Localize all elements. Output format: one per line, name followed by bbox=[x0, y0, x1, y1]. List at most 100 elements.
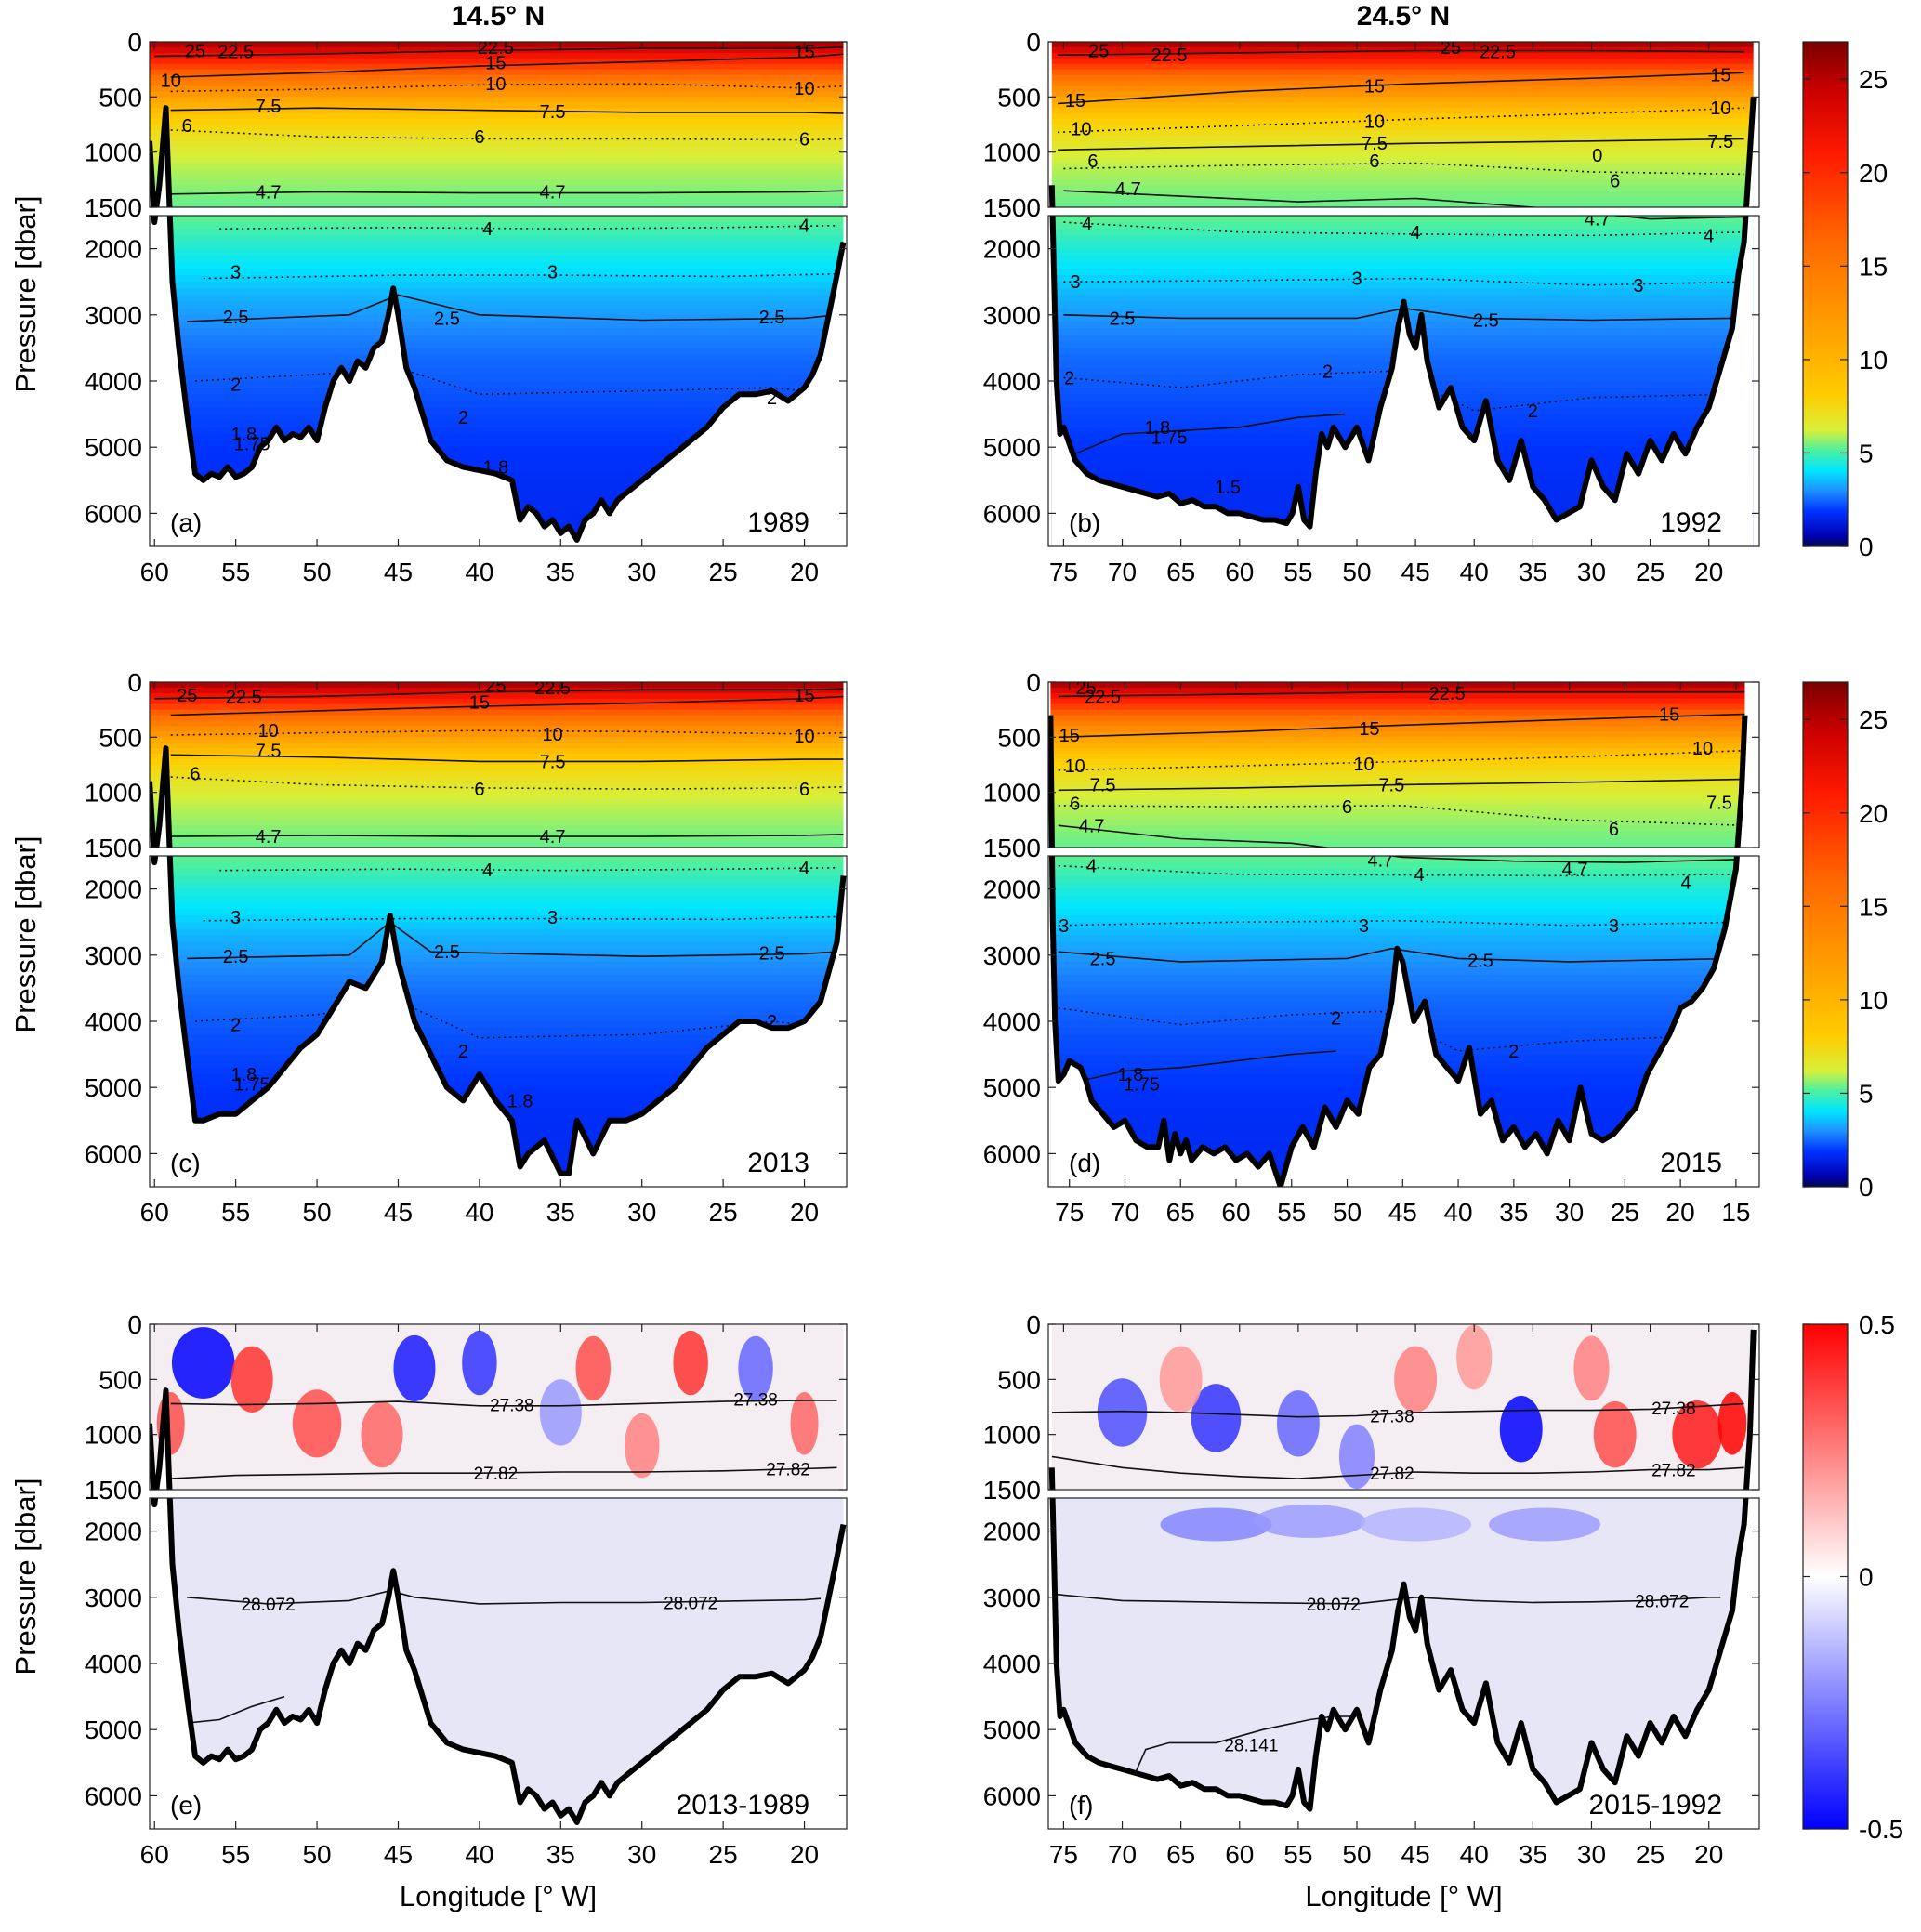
xtick-label: 50 bbox=[1333, 1198, 1362, 1227]
contour-label: 4 bbox=[1082, 215, 1092, 235]
xtick-label: 25 bbox=[709, 558, 738, 586]
xtick-label: 35 bbox=[546, 558, 575, 586]
isoline-27.38 bbox=[170, 1400, 837, 1407]
ytick-label: 2000 bbox=[85, 235, 142, 264]
contour-label: 3 bbox=[1359, 916, 1369, 937]
isoline-4 bbox=[1063, 221, 1744, 237]
contour-label: 2 bbox=[1064, 368, 1074, 388]
contour-label: 15 bbox=[794, 43, 814, 63]
ytick-label: 2000 bbox=[85, 875, 142, 904]
contour-label: 10 bbox=[794, 79, 814, 99]
contour-label: 27.38 bbox=[1370, 1407, 1414, 1426]
xtick-label: 45 bbox=[1401, 1840, 1430, 1869]
anomaly-patch bbox=[393, 1334, 436, 1402]
ytick-label: 1500 bbox=[983, 1476, 1041, 1505]
anomaly-patch bbox=[230, 1346, 273, 1413]
ytick-label: 500 bbox=[99, 1365, 142, 1394]
anomaly-patch bbox=[1456, 1324, 1493, 1390]
ytick-label: 4000 bbox=[983, 367, 1041, 396]
ytick-label: 1000 bbox=[983, 1421, 1041, 1450]
xtick-label: 70 bbox=[1108, 1840, 1137, 1869]
contour-label: 27.82 bbox=[474, 1465, 519, 1484]
xtick-label: 75 bbox=[1055, 1198, 1084, 1227]
ytick-label: 1500 bbox=[983, 193, 1041, 222]
y-axis-label: Pressure [dbar] bbox=[9, 196, 42, 393]
colorbar-1: 0 5 10 15 20 25 bbox=[1802, 41, 1888, 561]
colorbar-tick-label: 25 bbox=[1859, 65, 1888, 94]
contour-label: 4 bbox=[482, 861, 493, 881]
contour-label: 7.5 bbox=[1090, 775, 1116, 795]
isoline-28.072 bbox=[187, 1589, 822, 1605]
isoline-1.8 bbox=[1074, 413, 1346, 455]
contour-label: 6 bbox=[182, 116, 192, 137]
ytick-label: 5000 bbox=[85, 1715, 142, 1744]
colorbar-tick-label: 10 bbox=[1859, 986, 1888, 1015]
xtick-label: 30 bbox=[627, 1840, 656, 1869]
colorbar-bar bbox=[1802, 681, 1849, 1188]
ytick-label: 3000 bbox=[983, 941, 1041, 970]
contour-label: 7.5 bbox=[1706, 793, 1732, 813]
field-lo: 28.072 28.072 28.141 bbox=[1048, 1498, 1759, 1829]
contour-label: 1.8 bbox=[1118, 1065, 1144, 1085]
isoline-4.7 bbox=[170, 190, 846, 195]
margin-mask bbox=[1048, 42, 1052, 207]
contour-label: 25 bbox=[1441, 38, 1461, 59]
colorbar-tick-label: 0 bbox=[1859, 1173, 1874, 1202]
seafloor-mask bbox=[150, 216, 844, 546]
isoline-3 bbox=[203, 272, 837, 280]
isoline-7.5 bbox=[1058, 138, 1744, 151]
anomaly-patch bbox=[1338, 1424, 1375, 1490]
contour-label: 25 bbox=[177, 686, 197, 706]
year-label: 1992 bbox=[1660, 507, 1722, 538]
anomaly-patch bbox=[1488, 1507, 1600, 1542]
xtick-label: 65 bbox=[1166, 558, 1195, 586]
contour-label: 1.8 bbox=[1144, 418, 1170, 439]
xtick-label: 60 bbox=[140, 1198, 169, 1227]
contour-label: 4.7 bbox=[1585, 210, 1611, 230]
xtick-label: 20 bbox=[1666, 1198, 1695, 1227]
anomaly-patch bbox=[1672, 1400, 1722, 1469]
ytick-label: 1000 bbox=[85, 138, 142, 167]
isoline-27.82 bbox=[1051, 1455, 1744, 1479]
ytick-label: 2000 bbox=[983, 875, 1041, 904]
contour-label: 2 bbox=[767, 1012, 777, 1032]
anomaly-patch bbox=[1360, 1507, 1472, 1542]
contour-label: 10 bbox=[1353, 755, 1374, 775]
colorbar-tick-label: 20 bbox=[1859, 159, 1888, 188]
margin-mask bbox=[843, 682, 847, 848]
margin-mask bbox=[1753, 42, 1759, 207]
contour-label: 3 bbox=[1059, 916, 1069, 937]
isoline-15 bbox=[1058, 72, 1744, 105]
contour-label: 2 bbox=[1331, 1008, 1341, 1029]
contour-label: 4 bbox=[799, 217, 809, 237]
ytick-label: 1500 bbox=[85, 834, 142, 862]
xtick-label: 55 bbox=[221, 558, 250, 586]
contour-label: 28.072 bbox=[664, 1594, 717, 1613]
ytick-label: 5000 bbox=[983, 433, 1041, 462]
xtick-label: 70 bbox=[1108, 558, 1137, 586]
contour-label: 3 bbox=[1351, 269, 1362, 290]
colorbar-tick-label: 0.5 bbox=[1859, 1310, 1895, 1339]
xtick-label: 45 bbox=[384, 558, 413, 586]
xtick-label: 70 bbox=[1111, 1198, 1139, 1227]
contour-label: 1.8 bbox=[230, 425, 257, 445]
contour-label: 4.7 bbox=[256, 827, 282, 848]
isoline-6 bbox=[1058, 805, 1747, 827]
isoline-27.38 bbox=[1051, 1402, 1744, 1418]
ytick-label: 500 bbox=[997, 723, 1041, 752]
colorbar-tick-label: 10 bbox=[1859, 346, 1888, 375]
ytick-label: 3000 bbox=[85, 1584, 142, 1612]
contour-label: 6 bbox=[474, 780, 484, 800]
contour-label: 7.5 bbox=[1707, 132, 1733, 152]
contour-label: 7.5 bbox=[540, 102, 566, 123]
xtick-label: 50 bbox=[302, 1198, 331, 1227]
ytick-label: 6000 bbox=[983, 499, 1041, 528]
colorbar-bar bbox=[1802, 41, 1849, 547]
ytick-label: 0 bbox=[1026, 668, 1041, 697]
contour-label: 10 bbox=[161, 72, 181, 92]
ytick-label: 1500 bbox=[85, 1476, 142, 1505]
xtick-label: 65 bbox=[1166, 1198, 1195, 1227]
contour-label: 2 bbox=[1528, 401, 1538, 422]
